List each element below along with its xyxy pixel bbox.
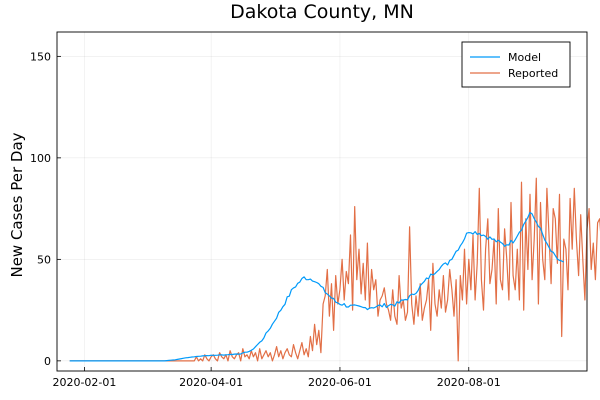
y-axis-label: New Cases Per Day [8,132,26,277]
legend-box [461,41,571,88]
legend: Model Reported [461,41,571,88]
y-tick-label: 150 [30,50,51,63]
y-tick-label: 0 [44,355,51,368]
chart-title: Dakota County, MN [230,1,414,23]
series-layer [69,177,600,362]
legend-label-model: Model [508,51,541,64]
x-tick-label: 2020-02-01 [52,376,116,389]
legend-label-reported: Reported [508,67,558,80]
x-tick-label: 2020-06-01 [308,376,372,389]
y-tick-label: 50 [37,253,51,266]
tick-layer: 2020-02-01 2020-04-01 2020-06-01 2020-08-01… [30,50,501,389]
x-tick-label: 2020-04-01 [179,376,243,389]
y-tick-label: 100 [30,152,51,165]
series-line-reported [69,177,600,362]
series-line-model [69,211,565,362]
x-tick-label: 2020-08-01 [437,376,501,389]
plot-frame [56,31,588,372]
